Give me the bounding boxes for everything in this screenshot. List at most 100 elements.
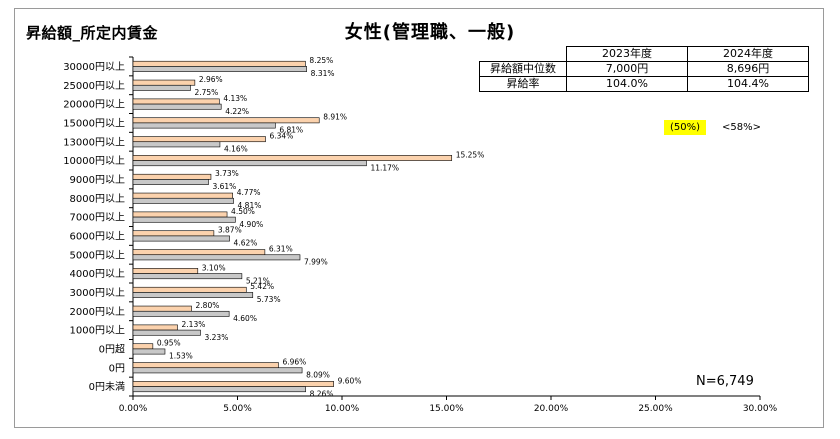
data-label: 6.81% xyxy=(279,126,303,135)
y-tick-label: 9000円以上 xyxy=(70,174,125,186)
stats-row-label: 昇給率 xyxy=(479,76,567,92)
data-label: 4.90% xyxy=(239,220,263,229)
y-tick-label: 0円超 xyxy=(99,342,125,355)
bar-series-2 xyxy=(132,84,191,91)
bar-series-2 xyxy=(132,197,234,204)
bar-series-2 xyxy=(132,179,209,185)
bar-series-2 xyxy=(132,122,276,129)
x-tick-label: 0.00% xyxy=(119,404,148,414)
bar-series-2 xyxy=(132,329,201,336)
data-label: 0.95% xyxy=(157,339,181,348)
data-label: 8.09% xyxy=(306,370,330,379)
data-label: 2.75% xyxy=(194,88,218,97)
stats-cell: 7,000円 xyxy=(566,61,688,77)
bar-series-2 xyxy=(132,141,221,148)
data-label: 4.60% xyxy=(233,314,257,323)
highlight-note: (50%) xyxy=(664,120,707,135)
y-tick-label: 4000円以上 xyxy=(70,268,125,280)
plot-area: 0.00% 5.00% 10.00% 15.00% 20.00% 25.00% 30.00%… xyxy=(63,56,777,414)
data-label: 3.61% xyxy=(212,182,236,191)
data-label: 9.60% xyxy=(338,376,362,385)
bar-series-1 xyxy=(132,155,453,161)
y-tick-label: 20000円以上 xyxy=(63,99,125,111)
data-label: 3.73% xyxy=(215,169,239,178)
y-tick-label: 13000円以上 xyxy=(63,136,125,148)
y-tick-label: 10000円以上 xyxy=(63,155,125,167)
bar-series-1 xyxy=(132,362,279,369)
bar-series-2 xyxy=(132,367,303,374)
data-label: 6.31% xyxy=(269,245,293,254)
y-tick-label: 7000円以上 xyxy=(70,212,125,224)
bar-series-2 xyxy=(132,254,301,261)
bar-series-2 xyxy=(132,235,230,242)
y-tick-label: 0円未満 xyxy=(89,381,125,393)
bar-series-1 xyxy=(132,268,199,274)
data-label: 15.25% xyxy=(456,150,485,159)
data-label: 3.10% xyxy=(202,263,226,272)
data-label: 4.13% xyxy=(223,94,247,103)
y-tick-label: 25000円以上 xyxy=(63,80,125,92)
y-tick-label: 5000円以上 xyxy=(70,249,125,261)
y-tick-label: 30000円以上 xyxy=(63,61,125,73)
chart-title-left: 昇給額_所定内賃金 xyxy=(26,24,159,42)
bar-series-2 xyxy=(132,292,254,298)
bar-series-2 xyxy=(132,66,307,72)
bar-series-2 xyxy=(132,310,230,317)
data-label: 8.31% xyxy=(311,69,335,78)
data-label: 1.53% xyxy=(169,352,193,361)
bar-series-1 xyxy=(132,249,266,256)
data-label: 3.23% xyxy=(205,333,229,342)
data-label: 2.80% xyxy=(196,301,220,310)
bar-series-2 xyxy=(132,216,236,223)
bar-series-2 xyxy=(132,273,243,280)
y-tick-label: 2000円以上 xyxy=(70,306,125,318)
bar-series-1 xyxy=(132,286,247,293)
y-tick-label: 6000円以上 xyxy=(70,230,125,242)
bar-series-1 xyxy=(132,60,306,67)
data-label: 3.87% xyxy=(218,226,242,235)
stats-header-row: 2023年度 2024年度 xyxy=(480,46,809,62)
x-tick-label: 10.00% xyxy=(325,404,360,414)
bar-series-1 xyxy=(132,324,178,331)
y-tick-label: 15000円以上 xyxy=(63,117,125,129)
data-label: 4.16% xyxy=(224,144,248,153)
data-label: 8.25% xyxy=(309,56,333,65)
data-label: 2.96% xyxy=(199,75,223,84)
data-label: 5.42% xyxy=(250,282,274,291)
bar-series-1 xyxy=(132,79,196,86)
data-label: 8.91% xyxy=(323,113,347,122)
data-label: 7.99% xyxy=(304,257,328,266)
stats-cell: 104.4% xyxy=(687,76,809,92)
x-tick-label: 15.00% xyxy=(429,404,464,414)
bar-series-1 xyxy=(132,211,228,218)
plain-note: <58%> xyxy=(722,122,761,133)
bar-series-1 xyxy=(132,173,212,180)
data-label: 2.13% xyxy=(182,320,206,329)
stats-row-rate: 昇給率 104.0% 104.4% xyxy=(479,76,809,92)
data-label: 4.81% xyxy=(238,201,262,210)
bar-series-2 xyxy=(132,348,166,355)
stats-cell: 104.0% xyxy=(566,76,688,92)
data-label: 5.21% xyxy=(246,276,270,285)
y-tick-label: 3000円以上 xyxy=(70,287,125,299)
data-label: 6.34% xyxy=(270,132,294,141)
bar-series-2 xyxy=(132,386,306,393)
y-tick-label: 0円 xyxy=(109,363,125,374)
x-tick-label: 25.00% xyxy=(638,404,673,414)
chart-title-center: 女性(管理職、一般) xyxy=(344,22,516,43)
bar-series-1 xyxy=(132,305,192,312)
bar-series-1 xyxy=(132,117,320,124)
x-tick-label: 20.00% xyxy=(534,404,569,414)
data-label: 8.26% xyxy=(310,389,334,398)
data-label: 4.77% xyxy=(237,188,261,197)
bar-series-1 xyxy=(132,381,334,387)
bar-series-1 xyxy=(132,98,220,105)
y-tick-label: 8000円以上 xyxy=(70,193,125,205)
data-label: 4.50% xyxy=(231,207,255,216)
data-label: 11.17% xyxy=(370,163,399,172)
bar-series-1 xyxy=(132,230,215,237)
bar-series-2 xyxy=(132,160,367,167)
x-tick-label: 30.00% xyxy=(743,404,778,414)
x-tick-label: 5.00% xyxy=(223,404,252,414)
